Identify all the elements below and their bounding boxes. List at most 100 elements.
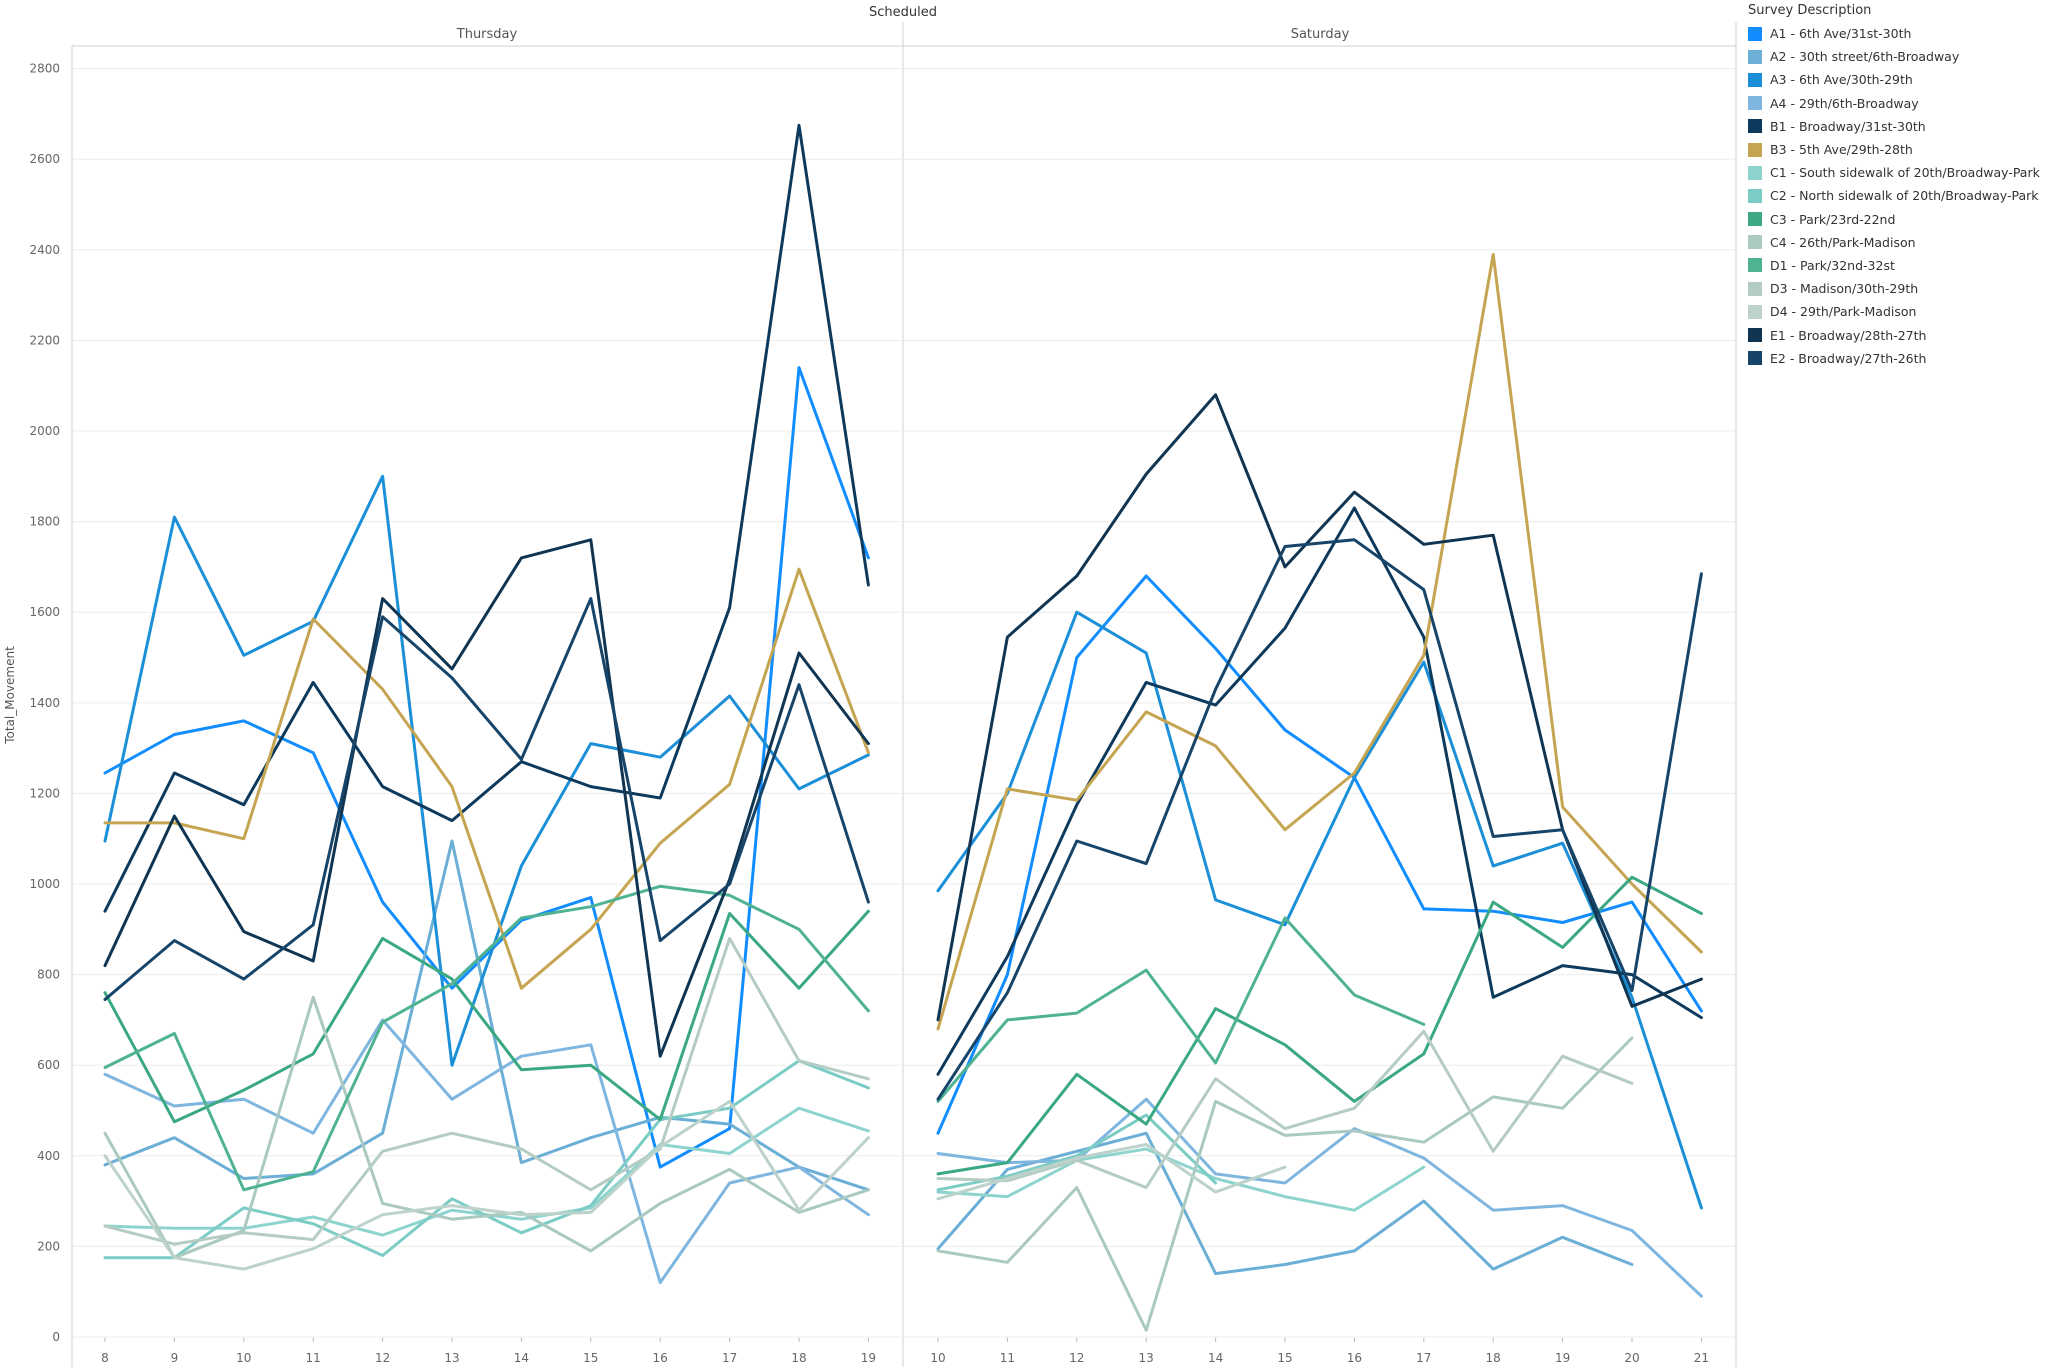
x-tick-label: 17 (1416, 1351, 1431, 1365)
legend-label: A2 - 30th street/6th-Broadway (1770, 49, 1960, 65)
legend-item[interactable]: C1 - South sidewalk of 20th/Broadway-Par… (1748, 161, 2048, 184)
x-tick-label: 20 (1624, 1351, 1639, 1365)
y-tick-label: 1000 (29, 877, 60, 891)
series-line-4 (936, 1097, 1703, 1298)
legend: Survey Description A1 - 6th Ave/31st-30t… (1748, 0, 2048, 370)
legend-item[interactable]: D1 - Park/32nd-32st (1748, 254, 2048, 277)
x-tick-label: 11 (306, 1351, 321, 1365)
x-tick-label: 19 (861, 1351, 876, 1365)
y-tick-label: 0 (52, 1330, 60, 1344)
series-line-1 (103, 366, 870, 1169)
series-line-13 (103, 1099, 870, 1271)
x-tick-label: 14 (514, 1351, 529, 1365)
y-tick-label: 1200 (29, 786, 60, 800)
legend-label: D1 - Park/32nd-32st (1770, 257, 1895, 273)
legend-label: C3 - Park/23rd-22nd (1770, 211, 1896, 227)
legend-item[interactable]: C2 - North sidewalk of 20th/Broadway-Par… (1748, 184, 2048, 207)
legend-item[interactable]: E1 - Broadway/28th-27th (1748, 323, 2048, 346)
series-line-1 (936, 574, 1703, 1135)
x-tick-label: 15 (583, 1351, 598, 1365)
legend-swatch (1748, 258, 1762, 273)
y-tick-label: 1600 (29, 605, 60, 619)
x-tick-label: 16 (1347, 1351, 1362, 1365)
legend-swatch (1748, 328, 1762, 343)
legend-item[interactable]: D4 - 29th/Park-Madison (1748, 300, 2048, 323)
series-line-12 (936, 1029, 1634, 1189)
x-tick-label: 10 (236, 1351, 251, 1365)
panel-saturday: Saturday 10 11 12 13 14 15 16 17 18 19 20 21 (903, 22, 1737, 1367)
series-lines (103, 123, 1703, 1332)
x-tick-label: 14 (1208, 1351, 1223, 1365)
x-tick-label: 15 (1277, 1351, 1292, 1365)
x-tick-label: 18 (1486, 1351, 1501, 1365)
series-line-11 (936, 916, 1426, 1103)
legend-item[interactable]: A3 - 6th Ave/30th-29th (1748, 68, 2048, 91)
legend-item[interactable]: E2 - Broadway/27th-26th (1748, 347, 2048, 370)
legend-item[interactable]: A4 - 29th/6th-Broadway (1748, 92, 2048, 115)
legend-label: B1 - Broadway/31st-30th (1770, 118, 1926, 134)
series-line-7 (936, 1147, 1426, 1212)
legend-swatch (1748, 49, 1762, 64)
y-tick-label: 2600 (29, 152, 60, 166)
legend-item[interactable]: A1 - 6th Ave/31st-30th (1748, 22, 2048, 45)
series-line-14 (103, 538, 870, 1058)
legend-item[interactable]: B3 - 5th Ave/29th-28th (1748, 138, 2048, 161)
legend-swatch (1748, 212, 1762, 227)
series-line-15 (103, 597, 870, 1001)
y-tick-label: 1400 (29, 696, 60, 710)
legend-label: D3 - Madison/30th-29th (1770, 281, 1919, 297)
series-line-9 (103, 909, 870, 1124)
y-tick-label: 800 (37, 968, 60, 982)
legend-label: E2 - Broadway/27th-26th (1770, 350, 1927, 366)
legend-swatch (1748, 142, 1762, 157)
legend-swatch (1748, 281, 1762, 296)
panel-title-saturday: Saturday (1291, 27, 1350, 42)
legend-item[interactable]: B1 - Broadway/31st-30th (1748, 115, 2048, 138)
series-line-12 (103, 936, 870, 1246)
legend-swatch (1748, 188, 1762, 203)
legend-swatch (1748, 235, 1762, 250)
series-line-14 (936, 393, 1703, 1022)
legend-label: C4 - 26th/Park-Madison (1770, 234, 1916, 250)
legend-item[interactable]: C3 - Park/23rd-22nd (1748, 208, 2048, 231)
legend-label: D4 - 29th/Park-Madison (1770, 304, 1917, 320)
legend-item[interactable]: C4 - 26th/Park-Madison (1748, 231, 2048, 254)
legend-item[interactable]: A2 - 30th street/6th-Broadway (1748, 45, 2048, 68)
legend-swatch (1748, 304, 1762, 319)
series-line-10 (103, 995, 870, 1260)
gridlines: 0 200 400 600 800 1000 1200 1400 1600 1800 2000 220… (29, 62, 1736, 1344)
series-line-9 (936, 875, 1703, 1176)
legend-label: E1 - Broadway/28th-27th (1770, 327, 1927, 343)
x-tick-label: 12 (1069, 1351, 1084, 1365)
series-line-11 (103, 884, 870, 1192)
legend-label: A3 - 6th Ave/30th-29th (1770, 72, 1913, 88)
y-tick-label: 2000 (29, 424, 60, 438)
x-tick-label: 18 (791, 1351, 806, 1365)
x-tick-label: 17 (722, 1351, 737, 1365)
legend-label: A1 - 6th Ave/31st-30th (1770, 26, 1912, 42)
y-tick-label: 2400 (29, 243, 60, 257)
series-line-13 (936, 1143, 1287, 1201)
legend-swatch (1748, 72, 1762, 87)
x-tick-label: 13 (444, 1351, 459, 1365)
legend-item[interactable]: D3 - Madison/30th-29th (1748, 277, 2048, 300)
series-line-4 (103, 1018, 870, 1285)
chart-title: Scheduled (869, 5, 937, 20)
y-tick-label: 1800 (29, 515, 60, 529)
x-tick-label: 12 (375, 1351, 390, 1365)
x-tick-label: 13 (1139, 1351, 1154, 1365)
legend-label: A4 - 29th/6th-Broadway (1770, 95, 1919, 111)
series-line-2 (103, 839, 870, 1192)
legend-label: C1 - South sidewalk of 20th/Broadway-Par… (1770, 165, 2040, 181)
y-tick-label: 2800 (29, 62, 60, 76)
legend-swatch (1748, 96, 1762, 111)
series-line-6 (936, 252, 1703, 1031)
legend-swatch (1748, 165, 1762, 180)
series-line-5 (103, 123, 870, 913)
x-tick-label: 9 (171, 1351, 179, 1365)
x-tick-label: 8 (101, 1351, 109, 1365)
series-line-3 (103, 474, 870, 1067)
legend-swatch (1748, 351, 1762, 366)
series-line-15 (936, 538, 1703, 1101)
